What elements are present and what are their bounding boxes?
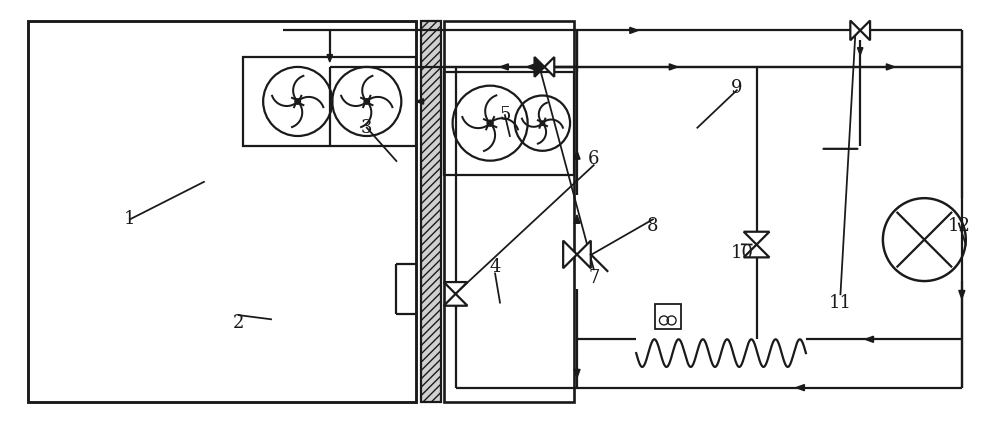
Polygon shape: [444, 294, 467, 306]
Circle shape: [487, 120, 493, 126]
Bar: [655, 304, 681, 330]
Text: 11: 11: [829, 294, 852, 311]
Polygon shape: [860, 21, 870, 40]
Text: 10: 10: [730, 243, 753, 262]
Circle shape: [364, 99, 370, 104]
Polygon shape: [535, 57, 544, 77]
Polygon shape: [574, 215, 580, 223]
Text: 2: 2: [233, 314, 244, 333]
Polygon shape: [500, 64, 508, 70]
Polygon shape: [959, 290, 965, 299]
Polygon shape: [327, 54, 332, 62]
Text: 4: 4: [489, 258, 501, 276]
Polygon shape: [563, 241, 577, 268]
Polygon shape: [669, 64, 678, 70]
Polygon shape: [577, 241, 591, 268]
Polygon shape: [574, 151, 580, 159]
Polygon shape: [544, 57, 554, 77]
Bar: [421, 21, 441, 403]
Bar: [444, 72, 574, 176]
Bar: [28, 21, 416, 403]
Polygon shape: [444, 282, 467, 294]
Polygon shape: [850, 21, 860, 40]
Text: 9: 9: [731, 79, 743, 97]
Text: 7: 7: [588, 269, 599, 287]
Polygon shape: [527, 64, 535, 70]
Bar: [444, 21, 574, 403]
Polygon shape: [744, 245, 769, 257]
Polygon shape: [796, 384, 804, 391]
Polygon shape: [857, 48, 863, 55]
Polygon shape: [865, 336, 873, 342]
Text: 6: 6: [588, 150, 599, 168]
Polygon shape: [574, 369, 580, 378]
Circle shape: [295, 99, 300, 104]
Text: 1: 1: [124, 210, 136, 228]
Text: 3: 3: [361, 119, 373, 137]
Polygon shape: [416, 99, 424, 104]
Polygon shape: [630, 27, 638, 33]
Circle shape: [540, 121, 545, 125]
Text: 8: 8: [647, 216, 659, 235]
Text: 5: 5: [499, 106, 511, 124]
Text: 12: 12: [947, 216, 970, 235]
Polygon shape: [886, 64, 895, 70]
Bar: [243, 57, 416, 146]
Polygon shape: [744, 232, 769, 245]
